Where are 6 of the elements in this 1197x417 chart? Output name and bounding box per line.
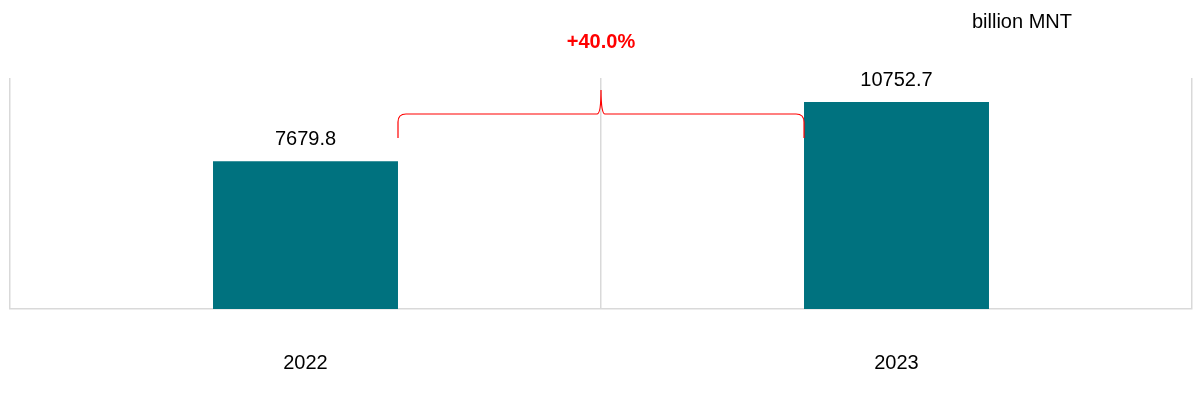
x-tick-label: 2022 bbox=[283, 350, 328, 373]
x-tick-label: 2023 bbox=[874, 350, 919, 373]
data-label: 7679.8 bbox=[274, 126, 337, 149]
y-axis-title: billion MNT bbox=[971, 10, 1072, 33]
text: +40.0% bbox=[565, 30, 637, 53]
data-label: 10752.7 bbox=[860, 67, 933, 90]
